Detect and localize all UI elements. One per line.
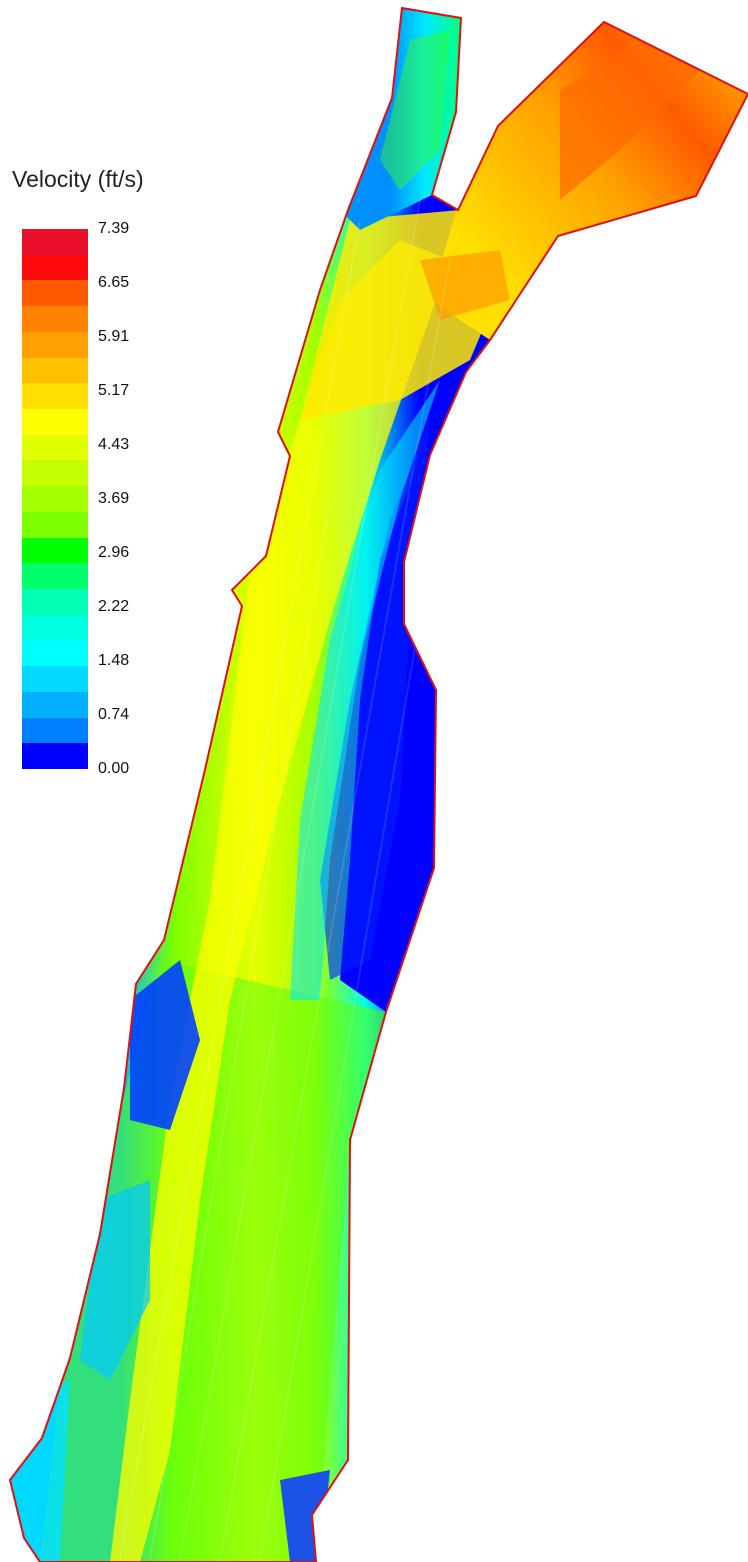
- legend-swatch: [22, 743, 88, 770]
- legend-tick-label: 5.91: [98, 328, 130, 345]
- legend-swatch: [22, 666, 88, 693]
- legend-tick-label: 1.48: [98, 652, 130, 669]
- legend-swatch: [22, 563, 88, 590]
- legend-swatch: [22, 537, 88, 564]
- legend-swatch: [22, 691, 88, 719]
- legend-tick-label: 3.69: [98, 490, 130, 507]
- legend-swatch: [22, 717, 88, 744]
- legend-swatch: [22, 331, 88, 359]
- legend-tick-label: 0.00: [98, 760, 130, 777]
- legend-tick-label: 5.17: [98, 382, 130, 399]
- legend-swatch: [22, 589, 88, 616]
- legend-swatch: [22, 460, 88, 487]
- legend-tick-label: 7.39: [98, 220, 130, 237]
- legend-title: Velocity (ft/s): [12, 166, 144, 192]
- legend-swatch: [22, 280, 88, 307]
- legend-tick-label: 2.22: [98, 598, 130, 615]
- legend-swatch: [22, 357, 88, 384]
- legend-swatch: [22, 511, 88, 539]
- legend-swatch: [22, 640, 88, 667]
- legend-tick-label: 6.65: [98, 274, 130, 291]
- legend-swatch: [22, 229, 88, 256]
- legend-swatch: [22, 254, 88, 281]
- legend-swatch: [22, 306, 88, 333]
- legend-swatch: [22, 486, 88, 513]
- legend-swatch: [22, 614, 88, 641]
- legend-tick-label: 4.43: [98, 436, 130, 453]
- legend-tick-label: 2.96: [98, 544, 130, 561]
- legend-swatch: [22, 434, 88, 461]
- color-scale-bar: [22, 229, 88, 770]
- legend-swatch: [22, 383, 88, 410]
- river-boundary: [8, 6, 748, 1562]
- legend-swatch: [22, 409, 88, 436]
- legend-tick-label: 0.74: [98, 706, 130, 723]
